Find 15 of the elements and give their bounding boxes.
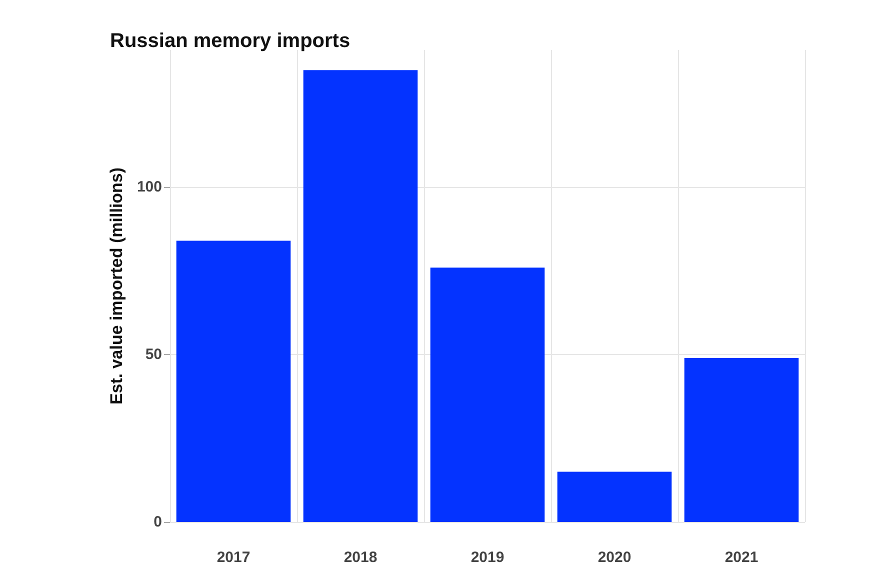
- x-tick-label: 2021: [724, 549, 758, 566]
- x-tick-label: 2019: [470, 549, 504, 566]
- bar: [430, 268, 545, 522]
- chart-title: Russian memory imports: [110, 30, 350, 52]
- x-tick-label: 2018: [344, 549, 378, 566]
- bar: [176, 240, 291, 522]
- bar: [557, 472, 672, 522]
- bar: [684, 358, 799, 522]
- x-tick-label: 2017: [216, 549, 250, 566]
- y-axis-title: Est. value imported (millions): [107, 167, 126, 405]
- y-tick-label: 100: [136, 178, 162, 196]
- x-tick-label: 2020: [598, 549, 632, 566]
- y-tick-label: 0: [154, 514, 162, 530]
- bar: [303, 70, 418, 522]
- y-tick-label: 50: [145, 346, 162, 364]
